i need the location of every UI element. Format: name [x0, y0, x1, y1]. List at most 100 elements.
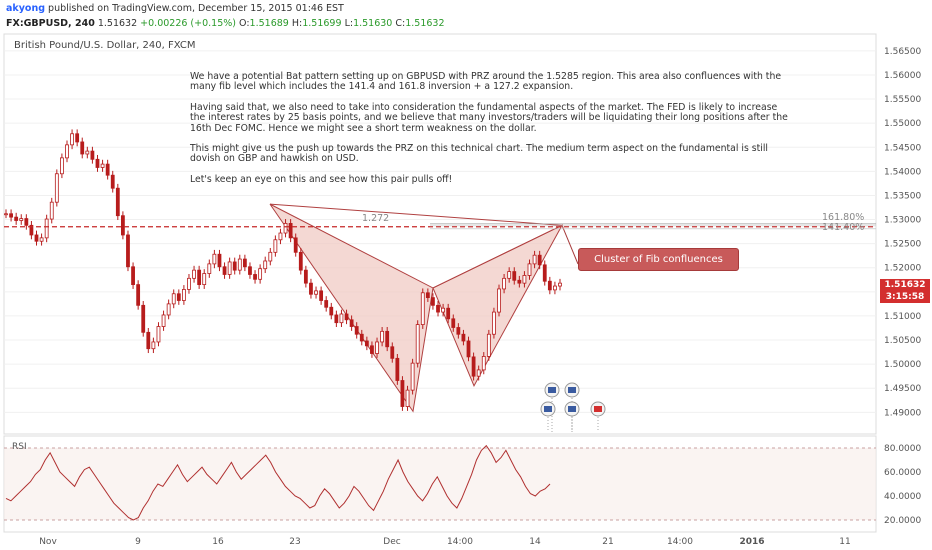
event-flag-icon	[594, 406, 602, 412]
candle-body	[319, 290, 324, 301]
candle-body	[364, 340, 369, 347]
fib-lines	[4, 223, 876, 230]
candle-body	[49, 201, 54, 220]
ohlc-line: FX:GBPUSD, 240 1.51632 +0.00226 (+0.15%)…	[6, 18, 445, 29]
candle-body	[227, 261, 232, 275]
candle-body	[476, 369, 481, 377]
candle-body	[258, 268, 263, 280]
candle-body	[217, 253, 222, 268]
economic-events[interactable]	[540, 382, 606, 432]
candle-body	[456, 327, 461, 335]
candle-body	[451, 318, 456, 328]
time-tick-label: Nov	[39, 537, 57, 547]
candle-body	[446, 307, 451, 320]
price-pane	[3, 33, 877, 435]
candle-body	[522, 275, 527, 284]
chart-header: akyong published on TradingView.com, Dec…	[0, 0, 932, 32]
candle-body	[242, 258, 247, 268]
candle-body	[293, 237, 298, 253]
change-value: +0.00226 (+0.15%)	[140, 18, 236, 29]
candle-body	[339, 313, 344, 324]
candle-body	[136, 284, 141, 306]
candle-body	[70, 133, 74, 146]
candle-body	[44, 218, 49, 239]
candle-body	[115, 187, 120, 217]
price-tick-label: 1.53500	[884, 191, 921, 201]
time-tick-label: 16	[212, 537, 224, 547]
price-tick-label: 1.52500	[884, 240, 921, 250]
candle-body	[141, 304, 146, 333]
candle-body	[542, 264, 547, 282]
publish-line: akyong published on TradingView.com, Dec…	[6, 3, 344, 14]
candle-body	[237, 258, 242, 271]
annotation-p3: This might give us the push up towards t…	[190, 143, 768, 165]
candle-body	[334, 314, 339, 324]
price-tick-label: 1.52000	[884, 264, 921, 274]
candle-body	[100, 163, 105, 168]
event-flag-icon	[548, 387, 556, 393]
candle-body	[171, 293, 176, 305]
high-label: H:	[291, 18, 303, 29]
candle-body	[222, 266, 227, 275]
candle-body	[370, 345, 374, 354]
candle-body	[268, 251, 273, 262]
price-tick-label: 1.54500	[884, 143, 921, 153]
candle-body	[54, 173, 59, 203]
candle-body	[481, 356, 486, 371]
price-axis[interactable]: 1.56500 1.56000 1.55500 1.55000 1.54500 1.540…	[884, 47, 921, 418]
time-tick-label: Dec	[383, 537, 400, 547]
candle-body	[410, 362, 415, 391]
candle-body	[146, 331, 151, 350]
fib-1272-label: 1.272	[362, 213, 390, 224]
price-tick-label: 1.50000	[884, 360, 921, 370]
candle-body	[80, 141, 85, 155]
time-tick-label: 14	[529, 537, 541, 547]
rsi-tick-label: 80.0000	[884, 444, 921, 454]
candle-body	[400, 380, 405, 407]
candle-body	[187, 277, 191, 290]
candle-body	[90, 150, 95, 160]
candle-body	[4, 213, 8, 216]
candle-body	[532, 254, 537, 265]
author-link[interactable]: akyong	[6, 3, 46, 14]
annotation-p1: We have a potential Bat pattern setting …	[190, 71, 782, 93]
rsi-tick-label: 40.0000	[884, 492, 921, 502]
time-tick-label: 14:00	[667, 537, 693, 547]
candle-body	[14, 216, 19, 221]
candle-body	[273, 239, 278, 253]
pattern-bd-leg	[432, 224, 563, 289]
candle-body	[309, 282, 313, 295]
chart-canvas[interactable]: 1.56500 1.56000 1.55500 1.55000 1.54500 1.540…	[0, 32, 932, 550]
publish-info: published on TradingView.com, December 1…	[48, 3, 344, 14]
candle-body	[95, 158, 100, 168]
time-tick-label: 23	[289, 537, 300, 547]
fib-callout[interactable]: Cluster of Fib confluences	[578, 248, 739, 271]
candle-body	[537, 254, 542, 266]
candle-body	[29, 224, 34, 236]
price-tick-label: 1.55000	[884, 119, 921, 129]
rsi-tick-label: 20.0000	[884, 516, 921, 526]
candle-body	[75, 133, 80, 143]
price-tick-label: 1.49000	[884, 408, 921, 418]
candle-body	[34, 234, 39, 242]
last-price: 1.51632	[97, 18, 138, 29]
candle-body	[192, 269, 196, 279]
rsi-axis[interactable]: 80.0000 60.0000 40.0000 20.0000	[884, 444, 921, 526]
candle-body	[151, 341, 156, 350]
candle-body	[405, 389, 410, 407]
event-flag-icon	[568, 387, 576, 393]
time-axis[interactable]: Nov 9 16 23 Dec 14:00 14 21 14:00 2016 11	[39, 537, 851, 547]
candle-body	[512, 271, 517, 281]
rsi-label: RSI	[12, 442, 27, 452]
candle-body	[298, 251, 303, 271]
candle-body	[380, 330, 385, 343]
price-tick-label: 1.55500	[884, 95, 921, 105]
event-flag-icon	[544, 406, 552, 412]
candle-body	[181, 289, 186, 301]
candle-body	[492, 311, 496, 335]
candle-body	[466, 340, 471, 358]
candle-body	[461, 333, 466, 342]
countdown-tag: 3:15:58	[880, 291, 930, 303]
callout-pointer	[561, 225, 579, 265]
pattern-xd-leg	[269, 203, 563, 226]
